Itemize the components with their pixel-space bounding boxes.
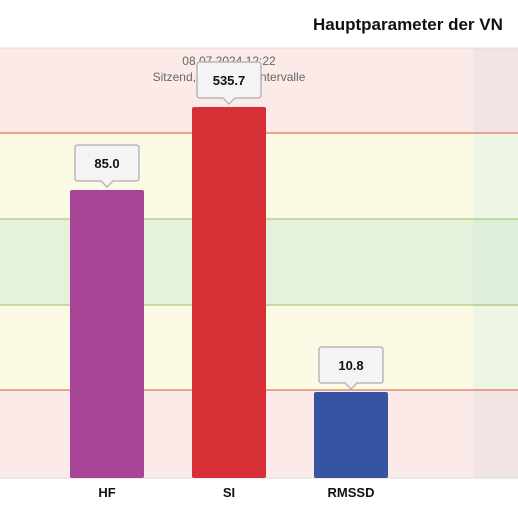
tooltip-box [196,61,262,106]
zone-right-yellow-1 [473,133,518,219]
bar-si[interactable] [192,107,266,478]
x-axis-labels: HF SI RMSSD [98,485,374,500]
value-label-si: 535.7 [213,73,246,88]
tooltip-box [74,144,140,189]
x-label-rmssd: RMSSD [328,485,375,500]
zone-right-green-2 [473,219,518,305]
bars [70,107,388,478]
tooltip-hf: 85.0 [74,144,140,189]
value-label-rmssd: 10.8 [338,358,363,373]
tooltip-rmssd: 10.8 [318,346,384,391]
tooltip-box [318,346,384,391]
x-label-hf: HF [98,485,115,500]
zone-right-yellow-3 [473,305,518,390]
value-tooltips: 85.0 535.7 10.8 [74,61,384,391]
zone-right-red-4 [473,390,518,478]
bar-rmssd[interactable] [314,392,388,478]
bar-hf[interactable] [70,190,144,478]
value-label-hf: 85.0 [94,156,119,171]
tooltip-si: 535.7 [196,61,262,106]
x-label-si: SI [223,485,235,500]
zone-right-red-0 [473,48,518,133]
chart-title: Hauptparameter der VN [313,15,503,34]
